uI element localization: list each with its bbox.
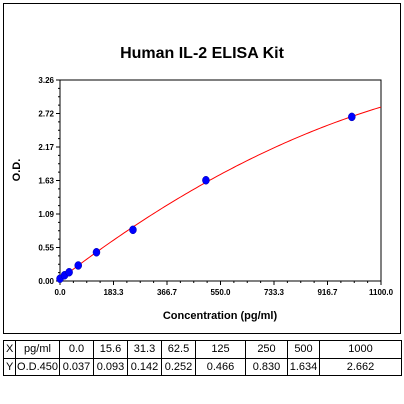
x-tick-label: 916.7 [317, 288, 338, 297]
table-cell: 0.0 [59, 340, 94, 359]
data-point [92, 248, 101, 257]
x-tick-label: 733.3 [264, 288, 285, 297]
table-cell: 125 [195, 340, 246, 359]
fit-curve [59, 106, 382, 280]
table-cell: 15.6 [93, 340, 128, 359]
y-tick-label: 1.63 [38, 177, 54, 186]
table-cell: 0.252 [161, 357, 196, 376]
y-tick-label: 2.72 [38, 110, 54, 119]
table-cell: X [3, 340, 16, 359]
plot-area: 0.00 0.55 1.09 1.63 2.17 2.72 3.26 0.0 183.3 366.… [38, 76, 393, 297]
table-cell: 31.3 [127, 340, 162, 359]
table-cell: pg/ml [15, 340, 60, 359]
table-cell: 1.634 [287, 357, 320, 376]
x-tick-label: 366.7 [157, 288, 178, 297]
table-cell: 500 [287, 340, 320, 359]
x-axis-label: Concentration (pg/ml) [163, 310, 278, 322]
y-tick-label: 1.09 [38, 210, 54, 219]
x-tick-label: 183.3 [103, 288, 124, 297]
x-tick-label: 0.0 [54, 288, 66, 297]
table-cell: 62.5 [161, 340, 196, 359]
elisa-standard-curve-chart: Human IL-2 ELISA Kit Concentration (pg/m… [3, 3, 401, 334]
table-cell: 0.037 [59, 357, 94, 376]
chart-title: Human IL-2 ELISA Kit [120, 45, 285, 62]
table-cell: O.D.450 [15, 357, 60, 376]
data-point [202, 176, 210, 185]
table-cell: 2.662 [319, 357, 402, 376]
y-tick-label: 0.00 [38, 277, 54, 286]
y-tick-label: 0.55 [38, 244, 54, 253]
y-tick-label: 2.17 [38, 143, 54, 152]
y-axis-label: O.D. [11, 159, 23, 182]
data-point [74, 261, 82, 270]
table-cell: 0.142 [127, 357, 162, 376]
x-tick-label: 1100.0 [369, 288, 394, 297]
table-cell: 0.830 [245, 357, 288, 376]
y-tick-label: 3.26 [38, 76, 54, 85]
table-row: Y O.D.450 0.037 0.093 0.142 0.252 0.466 0.830 1.… [3, 357, 402, 376]
table-cell: 1000 [319, 340, 402, 359]
table-cell: 250 [245, 340, 288, 359]
chart-border [3, 3, 401, 334]
chart-area: Human IL-2 ELISA Kit Concentration (pg/m… [3, 3, 401, 334]
data-point [65, 267, 73, 277]
table-cell: Y [3, 357, 16, 376]
data-point [348, 112, 356, 122]
data-point [129, 225, 137, 235]
table-cell: 0.466 [195, 357, 246, 376]
x-tick-label: 550.0 [210, 288, 231, 297]
table-cell: 0.093 [93, 357, 128, 376]
